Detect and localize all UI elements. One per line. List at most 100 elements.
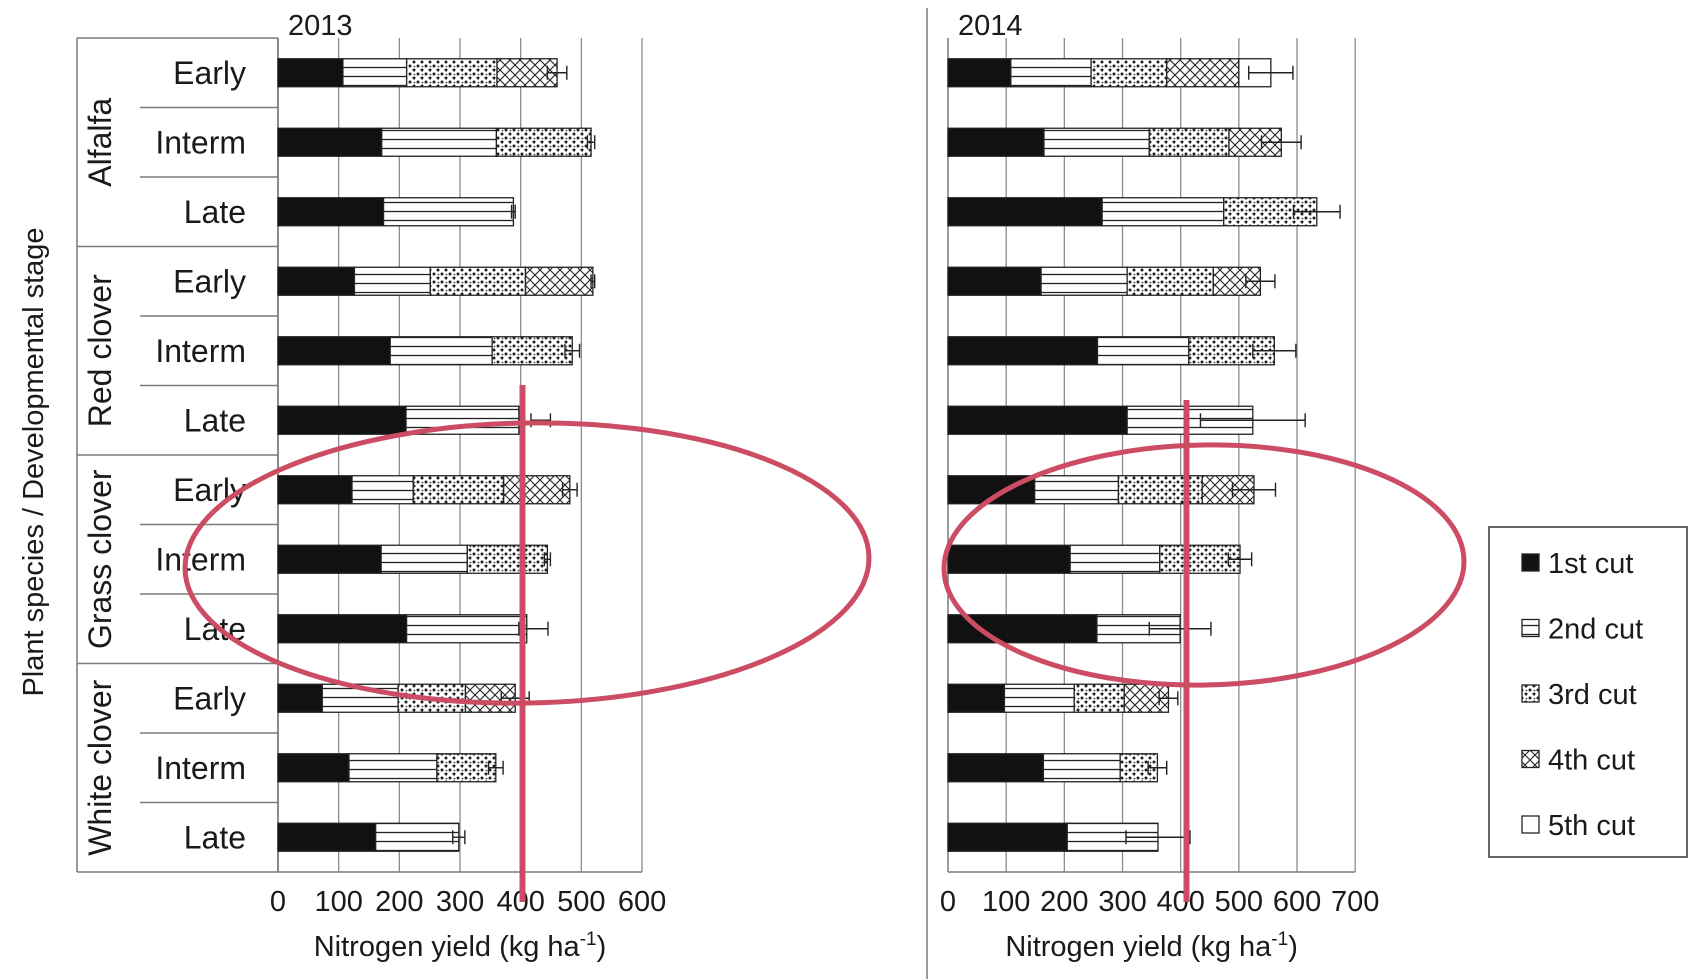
bar-grass-clover-interm-2nd-cut (380, 544, 468, 574)
panel-2013: 20130100200300400500600Nitrogen yield (k… (77, 10, 872, 963)
bar-alfalfa-interm-1st-cut (277, 127, 383, 157)
x-tick-label: 600 (618, 886, 666, 918)
bar-alfalfa-interm-2nd-cut (1043, 127, 1150, 157)
legend-label-4th-cut: 4th cut (1548, 745, 1635, 777)
x-tick-label: 600 (1273, 886, 1321, 918)
bar-red-clover-early-1st-cut (947, 266, 1042, 296)
bar-alfalfa-interm-3rd-cut (495, 127, 592, 157)
bar-red-clover-interm-3rd-cut (491, 336, 573, 366)
bar-alfalfa-early-3rd-cut (405, 58, 498, 88)
x-tick-label: 700 (1331, 886, 1379, 918)
panel-2014: 2014 0 100 200 300 400 500 600 700 Nitrogen yield… (940, 10, 1688, 963)
bar-white-clover-early-1st-cut (277, 683, 323, 713)
bar-red-clover-early-3rd-cut (1126, 266, 1214, 296)
bar-red-clover-early-1st-cut (277, 266, 356, 296)
bar-red-clover-late-1st-cut (277, 405, 407, 435)
bar-white-clover-early-3rd-cut (1073, 683, 1125, 713)
x-tick-label: 100 (314, 886, 362, 918)
bar-grass-clover-interm-1st-cut (277, 544, 382, 574)
bar-alfalfa-late-2nd-cut (382, 197, 515, 227)
legend-label-1st-cut: 1st cut (1548, 548, 1633, 580)
legend-swatch-2nd-cut (1521, 618, 1540, 638)
legend-swatch-1st-cut (1521, 553, 1540, 572)
bar-grass-clover-early-3rd-cut (1117, 475, 1203, 505)
bar-grass-clover-interm-2nd-cut (1069, 544, 1161, 574)
bar-red-clover-interm-2nd-cut (389, 336, 493, 366)
group-label-alfalfa: Alfalfa (82, 98, 118, 187)
bar-white-clover-early-1st-cut (947, 683, 1006, 713)
bar-alfalfa-early-3rd-cut (1090, 58, 1168, 88)
bar-red-clover-interm-1st-cut (947, 336, 1099, 366)
legend-swatch-5th-cut (1521, 815, 1540, 834)
stage-label-red-clover-interm: Interm (155, 333, 246, 369)
x-tick-label: 300 (1098, 886, 1146, 918)
bar-red-clover-interm-1st-cut (277, 336, 391, 366)
bar-grass-clover-interm-3rd-cut (1159, 544, 1241, 574)
stage-label-white-clover-late: Late (184, 819, 246, 855)
bar-red-clover-early-4th-cut (524, 266, 594, 296)
bar-grass-clover-early-3rd-cut (412, 475, 505, 505)
bar-white-clover-early-2nd-cut (1003, 683, 1075, 713)
bar-alfalfa-early-4th-cut (1166, 58, 1240, 88)
annotation-ellipse (941, 442, 1467, 688)
stage-label-alfalfa-early: Early (173, 55, 246, 91)
y-axis-label: Plant species / Developmental stage (18, 227, 50, 696)
bar-grass-clover-early-2nd-cut (1034, 475, 1120, 505)
bar-white-clover-interm-2nd-cut (348, 753, 438, 783)
x-tick-label: 300 (436, 886, 484, 918)
bar-white-clover-late-1st-cut (947, 822, 1068, 852)
panel-title: 2013 (288, 10, 353, 42)
x-tick-label: 500 (1215, 886, 1263, 918)
stage-label-red-clover-early: Early (173, 263, 246, 299)
stage-label-grass-clover-interm: Interm (155, 541, 246, 577)
bar-alfalfa-early-2nd-cut (342, 58, 408, 88)
bar-red-clover-early-3rd-cut (429, 266, 527, 296)
bar-grass-clover-early-1st-cut (277, 475, 353, 505)
stage-label-red-clover-late: Late (184, 402, 246, 438)
bar-white-clover-late-2nd-cut (375, 822, 460, 852)
bar-alfalfa-late-2nd-cut (1101, 197, 1225, 227)
group-label-red-clover: Red clover (82, 274, 118, 427)
bar-white-clover-interm-1st-cut (277, 753, 350, 783)
bar-red-clover-early-2nd-cut (353, 266, 431, 296)
group-label-white-clover: White clover (82, 679, 118, 855)
x-axis-label: Nitrogen yield (kg ha-1) (314, 929, 607, 963)
stage-label-grass-clover-early: Early (173, 472, 246, 508)
bar-alfalfa-interm-3rd-cut (1148, 127, 1230, 157)
bar-white-clover-interm-1st-cut (947, 753, 1045, 783)
x-tick-label: 100 (982, 886, 1030, 918)
bar-grass-clover-interm-3rd-cut (466, 544, 549, 574)
bar-alfalfa-late-1st-cut (277, 197, 385, 227)
x-tick-label: 500 (557, 886, 605, 918)
bar-grass-clover-late-1st-cut (277, 614, 408, 644)
bar-alfalfa-early-2nd-cut (1010, 58, 1092, 88)
category-labels: Early Interm Late Early Interm Late Early Inter… (77, 55, 278, 856)
bar-white-clover-late-1st-cut (277, 822, 377, 852)
bar-alfalfa-interm-1st-cut (947, 127, 1045, 157)
bar-grass-clover-interm-1st-cut (947, 544, 1071, 574)
legend-swatch-3rd-cut (1521, 684, 1540, 703)
bar-alfalfa-interm-2nd-cut (381, 127, 498, 157)
x-tick-label: 200 (375, 886, 423, 918)
bar-red-clover-early-2nd-cut (1040, 266, 1128, 296)
panel-title: 2014 (958, 10, 1023, 42)
x-tick-label: 200 (1040, 886, 1088, 918)
bar-grass-clover-early-2nd-cut (351, 475, 414, 505)
bar-red-clover-interm-2nd-cut (1096, 336, 1190, 366)
x-tick-label: 400 (1156, 886, 1204, 918)
bar-alfalfa-early-1st-cut (277, 58, 344, 88)
bar-grass-clover-late-2nd-cut (405, 614, 528, 644)
stage-label-alfalfa-interm: Interm (155, 124, 246, 160)
legend-label-2nd-cut: 2nd cut (1548, 614, 1643, 646)
x-tick-label: 0 (270, 886, 286, 918)
legend-swatch-4th-cut (1521, 749, 1540, 769)
bar-red-clover-late-1st-cut (947, 405, 1128, 435)
bar-white-clover-interm-3rd-cut (436, 753, 497, 783)
group-label-grass-clover: Grass clover (82, 469, 118, 649)
chart-panels: 2013 0 100 200 300 400 500 600 Nitrogen yield (k… (77, 10, 1688, 963)
x-tick-label: 0 (940, 886, 956, 918)
bar-white-clover-interm-2nd-cut (1042, 753, 1121, 783)
bar-alfalfa-late-1st-cut (947, 197, 1103, 227)
bar-alfalfa-early-1st-cut (947, 58, 1012, 88)
